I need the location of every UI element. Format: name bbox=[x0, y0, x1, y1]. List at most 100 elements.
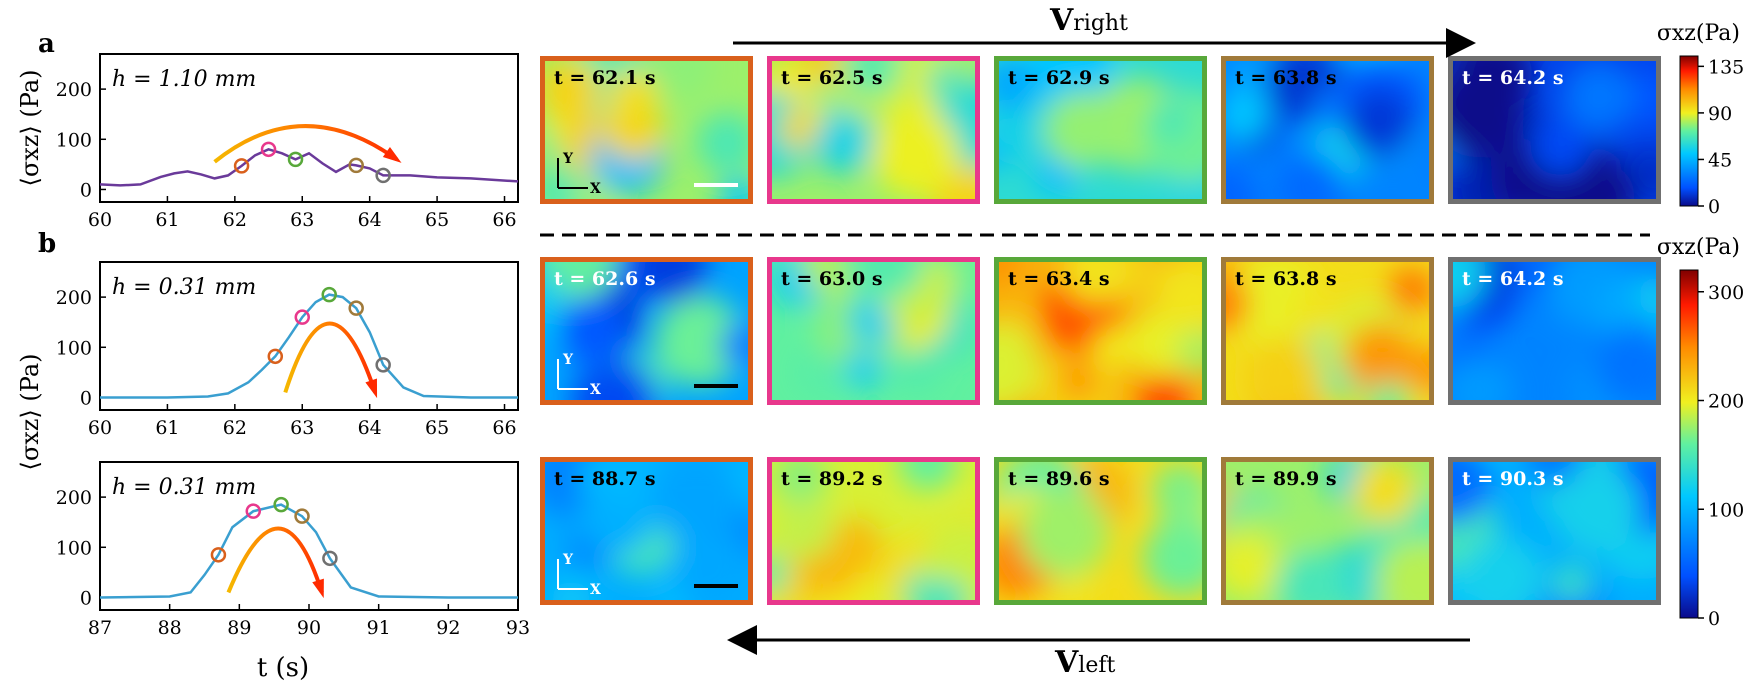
heatmap-blob bbox=[1243, 336, 1325, 405]
x-tick-label: 63 bbox=[290, 417, 314, 439]
heatmap-blob bbox=[1310, 86, 1349, 124]
colorbar-title: σxz(Pa) bbox=[1657, 235, 1740, 260]
heatmap-blob bbox=[871, 109, 960, 198]
annotation-h: h = 1.10 mm bbox=[112, 67, 256, 92]
axis-x-letter: X bbox=[590, 582, 601, 598]
colorbar-tick-label: 135 bbox=[1708, 56, 1743, 78]
heatmap-cell: t = 89.2 s bbox=[767, 457, 980, 605]
heatmap-frame bbox=[540, 457, 753, 605]
heatmap-blob bbox=[1057, 360, 1100, 403]
heatmap-time-label: t = 63.0 s bbox=[781, 268, 883, 290]
heatmap-blob bbox=[1448, 66, 1524, 158]
marker-circle bbox=[245, 503, 262, 519]
heatmap-blob bbox=[1375, 538, 1434, 605]
heatmap-blob bbox=[800, 56, 846, 83]
heatmap-blob bbox=[1637, 276, 1661, 316]
marker-circle bbox=[375, 167, 391, 184]
marker-circle bbox=[273, 496, 289, 513]
series-line bbox=[99, 147, 519, 187]
heatmap-time-label: t = 62.9 s bbox=[1008, 67, 1110, 89]
heatmap-blob bbox=[1275, 551, 1348, 605]
marker-circle bbox=[267, 348, 284, 365]
colorbar-2: σxz(Pa) 0 100 200 300 bbox=[1657, 235, 1743, 630]
heatmap-cell: t = 62.5 s bbox=[767, 56, 980, 204]
marker-circle bbox=[322, 550, 338, 567]
x-tick-label: 89 bbox=[227, 617, 251, 639]
axis-y-letter: Y bbox=[562, 352, 574, 368]
trend-arrow bbox=[283, 321, 378, 394]
heatmap-blob bbox=[1344, 322, 1416, 395]
heatmap-time-label: t = 62.6 s bbox=[554, 268, 656, 290]
y-tick-label: 200 bbox=[56, 79, 92, 101]
heatmap-cell: t = 88.7 s YX bbox=[540, 457, 753, 605]
trend-arrow bbox=[213, 124, 398, 164]
heatmap-blob bbox=[1563, 61, 1635, 133]
heatmap-blob bbox=[924, 61, 964, 101]
marker-circle bbox=[210, 547, 227, 563]
x-tick-label: 65 bbox=[425, 417, 449, 439]
x-tick-label: 65 bbox=[425, 209, 449, 231]
heatmap-blob bbox=[550, 580, 592, 605]
heatmap-blob bbox=[634, 257, 709, 304]
y-axis-label-top: ⟨σxz⟩ (Pa) bbox=[16, 69, 44, 186]
heatmap-blob bbox=[778, 109, 818, 149]
heatmap-time-label: t = 63.4 s bbox=[1008, 268, 1110, 290]
heatmap-blob bbox=[1150, 100, 1191, 142]
heatmap-time-label: t = 64.2 s bbox=[1462, 268, 1564, 290]
colorbar-title: σxz(Pa) bbox=[1657, 21, 1740, 46]
x-tick-label: 66 bbox=[492, 417, 516, 439]
heatmap-time-label: t = 62.5 s bbox=[781, 67, 883, 89]
heatmap-cell: t = 63.0 s bbox=[767, 257, 980, 405]
colorbar-gradient bbox=[1679, 269, 1699, 619]
heatmap-cell: t = 90.3 s bbox=[1448, 457, 1661, 605]
trend-arrowhead bbox=[382, 147, 402, 163]
y-tick-label: 100 bbox=[56, 129, 92, 151]
x-tick-label: 61 bbox=[155, 417, 179, 439]
heatmap-blob bbox=[1043, 90, 1122, 169]
plot-frame bbox=[99, 261, 519, 411]
heatmap-blob bbox=[1221, 533, 1279, 599]
panel-label-a: a bbox=[38, 29, 55, 59]
heatmap-blob bbox=[1221, 164, 1260, 204]
annotation-h: h = 0.31 mm bbox=[112, 275, 256, 300]
heatmap-blob bbox=[994, 323, 1041, 405]
x-tick-label: 60 bbox=[88, 417, 112, 439]
x-tick-label: 92 bbox=[436, 617, 460, 639]
x-tick-label: 87 bbox=[88, 617, 112, 639]
heatmap-blob bbox=[994, 257, 1020, 284]
heatmap-blob bbox=[1092, 325, 1137, 370]
x-tick-label: 64 bbox=[358, 417, 382, 439]
heatmap-frame bbox=[540, 257, 753, 405]
axis-x-letter: X bbox=[590, 181, 601, 197]
axis-x-letter: X bbox=[590, 382, 601, 398]
marker-circle bbox=[294, 508, 310, 524]
heatmap-frame bbox=[1221, 457, 1434, 605]
heatmap-cell: t = 89.9 s bbox=[1221, 457, 1434, 605]
v-right-label: Vright bbox=[1049, 3, 1128, 38]
line-charts: 60 61 62 63 64 65 66 0 100 200 h = 1.10 mm 60 61 62 63… bbox=[56, 53, 530, 639]
heatmap-cell: t = 89.6 s bbox=[994, 457, 1207, 605]
heatmap-blob bbox=[1388, 267, 1434, 315]
x-tick-label: 62 bbox=[223, 209, 247, 231]
heatmap-blob bbox=[1351, 457, 1418, 525]
marker-circle bbox=[260, 141, 277, 158]
heatmap-blob bbox=[608, 69, 659, 121]
heatmap-time-label: t = 89.2 s bbox=[781, 468, 883, 490]
trend-arrow bbox=[226, 526, 324, 594]
heatmap-blob bbox=[1221, 91, 1269, 141]
plot-frame bbox=[99, 53, 519, 203]
series-line bbox=[99, 503, 518, 599]
annotation-h: h = 0.31 mm bbox=[112, 475, 256, 500]
colorbar-tick-label: 0 bbox=[1708, 196, 1720, 218]
heatmap-blob bbox=[1292, 290, 1338, 336]
heatmap-blob bbox=[1448, 257, 1487, 309]
heatmap-blob bbox=[571, 359, 657, 405]
heatmap-cell: t = 64.2 s bbox=[1448, 56, 1661, 204]
heatmap-blob bbox=[1463, 536, 1544, 605]
heatmap-cell: t = 62.6 s YX bbox=[540, 257, 753, 405]
colorbar-tick-label: 0 bbox=[1708, 608, 1720, 630]
marker-circle bbox=[233, 158, 250, 174]
heatmap-blob bbox=[649, 457, 742, 544]
x-tick-label: 60 bbox=[88, 209, 112, 231]
